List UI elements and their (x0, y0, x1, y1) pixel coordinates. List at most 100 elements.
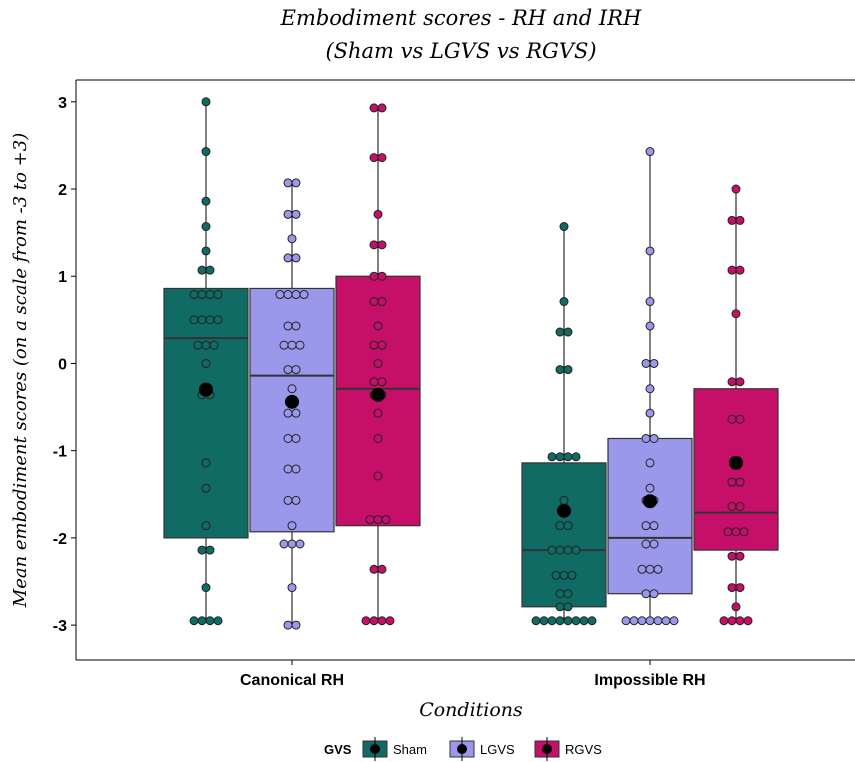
data-point (287, 521, 297, 531)
data-point (287, 384, 297, 394)
data-point (641, 539, 651, 549)
data-point (555, 521, 565, 531)
data-point (571, 545, 581, 555)
legend-item-rgvs: RGVS (534, 737, 602, 761)
y-axis-label: Mean embodiment scores (on a scale from … (10, 133, 31, 608)
legend-label-lgvs: LGVS (480, 742, 515, 757)
data-point (377, 297, 387, 307)
data-point (735, 215, 745, 225)
data-point (727, 583, 737, 593)
data-point (641, 433, 651, 443)
mean-point (285, 394, 299, 409)
data-point (735, 477, 745, 487)
y-tick-label: 3 (58, 95, 67, 112)
data-point (641, 358, 651, 368)
data-point (563, 545, 573, 555)
data-point (727, 265, 737, 275)
data-point (645, 384, 655, 394)
mean-point (643, 494, 657, 509)
data-point (641, 589, 651, 599)
data-point (291, 321, 301, 331)
box-lgvs-0 (249, 178, 335, 630)
data-point (291, 290, 301, 300)
data-point (205, 315, 215, 325)
data-point (555, 602, 565, 612)
data-point (369, 377, 379, 387)
data-point (193, 340, 203, 350)
data-point (201, 583, 211, 593)
data-point (197, 545, 207, 555)
data-point (645, 246, 655, 256)
data-point (559, 495, 569, 505)
data-point (201, 458, 211, 468)
data-point (645, 483, 655, 493)
data-point (197, 290, 207, 300)
box-sham-1 (521, 222, 607, 626)
x-axis-label: Conditions (419, 699, 523, 721)
y-tick-label: 0 (58, 356, 67, 373)
data-point (653, 616, 663, 626)
data-point (373, 209, 383, 219)
data-point (731, 527, 741, 537)
data-point (197, 265, 207, 275)
data-point (283, 365, 293, 375)
data-point (189, 290, 199, 300)
legend-item-lgvs: LGVS (449, 737, 515, 761)
data-point (291, 433, 301, 443)
data-point (731, 184, 741, 194)
data-point (377, 103, 387, 113)
data-point (213, 315, 223, 325)
data-point (291, 253, 301, 263)
data-point (727, 377, 737, 387)
data-point (637, 616, 647, 626)
box-rgvs-0 (335, 103, 421, 626)
data-point (283, 209, 293, 219)
data-point (731, 309, 741, 319)
data-point (291, 408, 301, 418)
box-rgvs-1 (693, 184, 779, 626)
x-tick-label: Canonical RH (240, 672, 344, 689)
plot-area (163, 97, 779, 630)
mean-point (199, 382, 213, 397)
chart-title: Embodiment scores - RH and IRH (280, 6, 642, 30)
data-point (373, 515, 383, 525)
box-body (163, 287, 249, 539)
x-tick-label: Impossible RH (594, 672, 705, 689)
data-point (571, 616, 581, 626)
data-point (283, 620, 293, 630)
data-point (189, 616, 199, 626)
data-point (291, 495, 301, 505)
data-point (299, 290, 309, 300)
data-point (283, 495, 293, 505)
data-point (727, 414, 737, 424)
x-axis: Canonical RH Impossible RH (76, 659, 855, 689)
data-point (279, 539, 289, 549)
data-point (669, 616, 679, 626)
data-point (559, 297, 569, 307)
data-point (201, 521, 211, 531)
data-point (369, 564, 379, 574)
data-point (547, 452, 557, 462)
data-point (385, 616, 395, 626)
data-point (637, 564, 647, 574)
data-point (369, 153, 379, 163)
data-point (563, 589, 573, 599)
y-axis: -3 -2 -1 0 1 2 3 (53, 80, 77, 660)
data-point (377, 564, 387, 574)
y-tick-label: -3 (53, 618, 67, 635)
data-point (287, 539, 297, 549)
data-point (205, 616, 215, 626)
mean-point (729, 455, 743, 470)
data-point (279, 340, 289, 350)
data-point (369, 340, 379, 350)
data-point (649, 433, 659, 443)
mean-point (371, 387, 385, 402)
data-point (727, 616, 737, 626)
data-point (283, 253, 293, 263)
data-point (373, 433, 383, 443)
data-point (735, 265, 745, 275)
data-point (563, 602, 573, 612)
data-point (275, 290, 285, 300)
data-point (579, 616, 589, 626)
